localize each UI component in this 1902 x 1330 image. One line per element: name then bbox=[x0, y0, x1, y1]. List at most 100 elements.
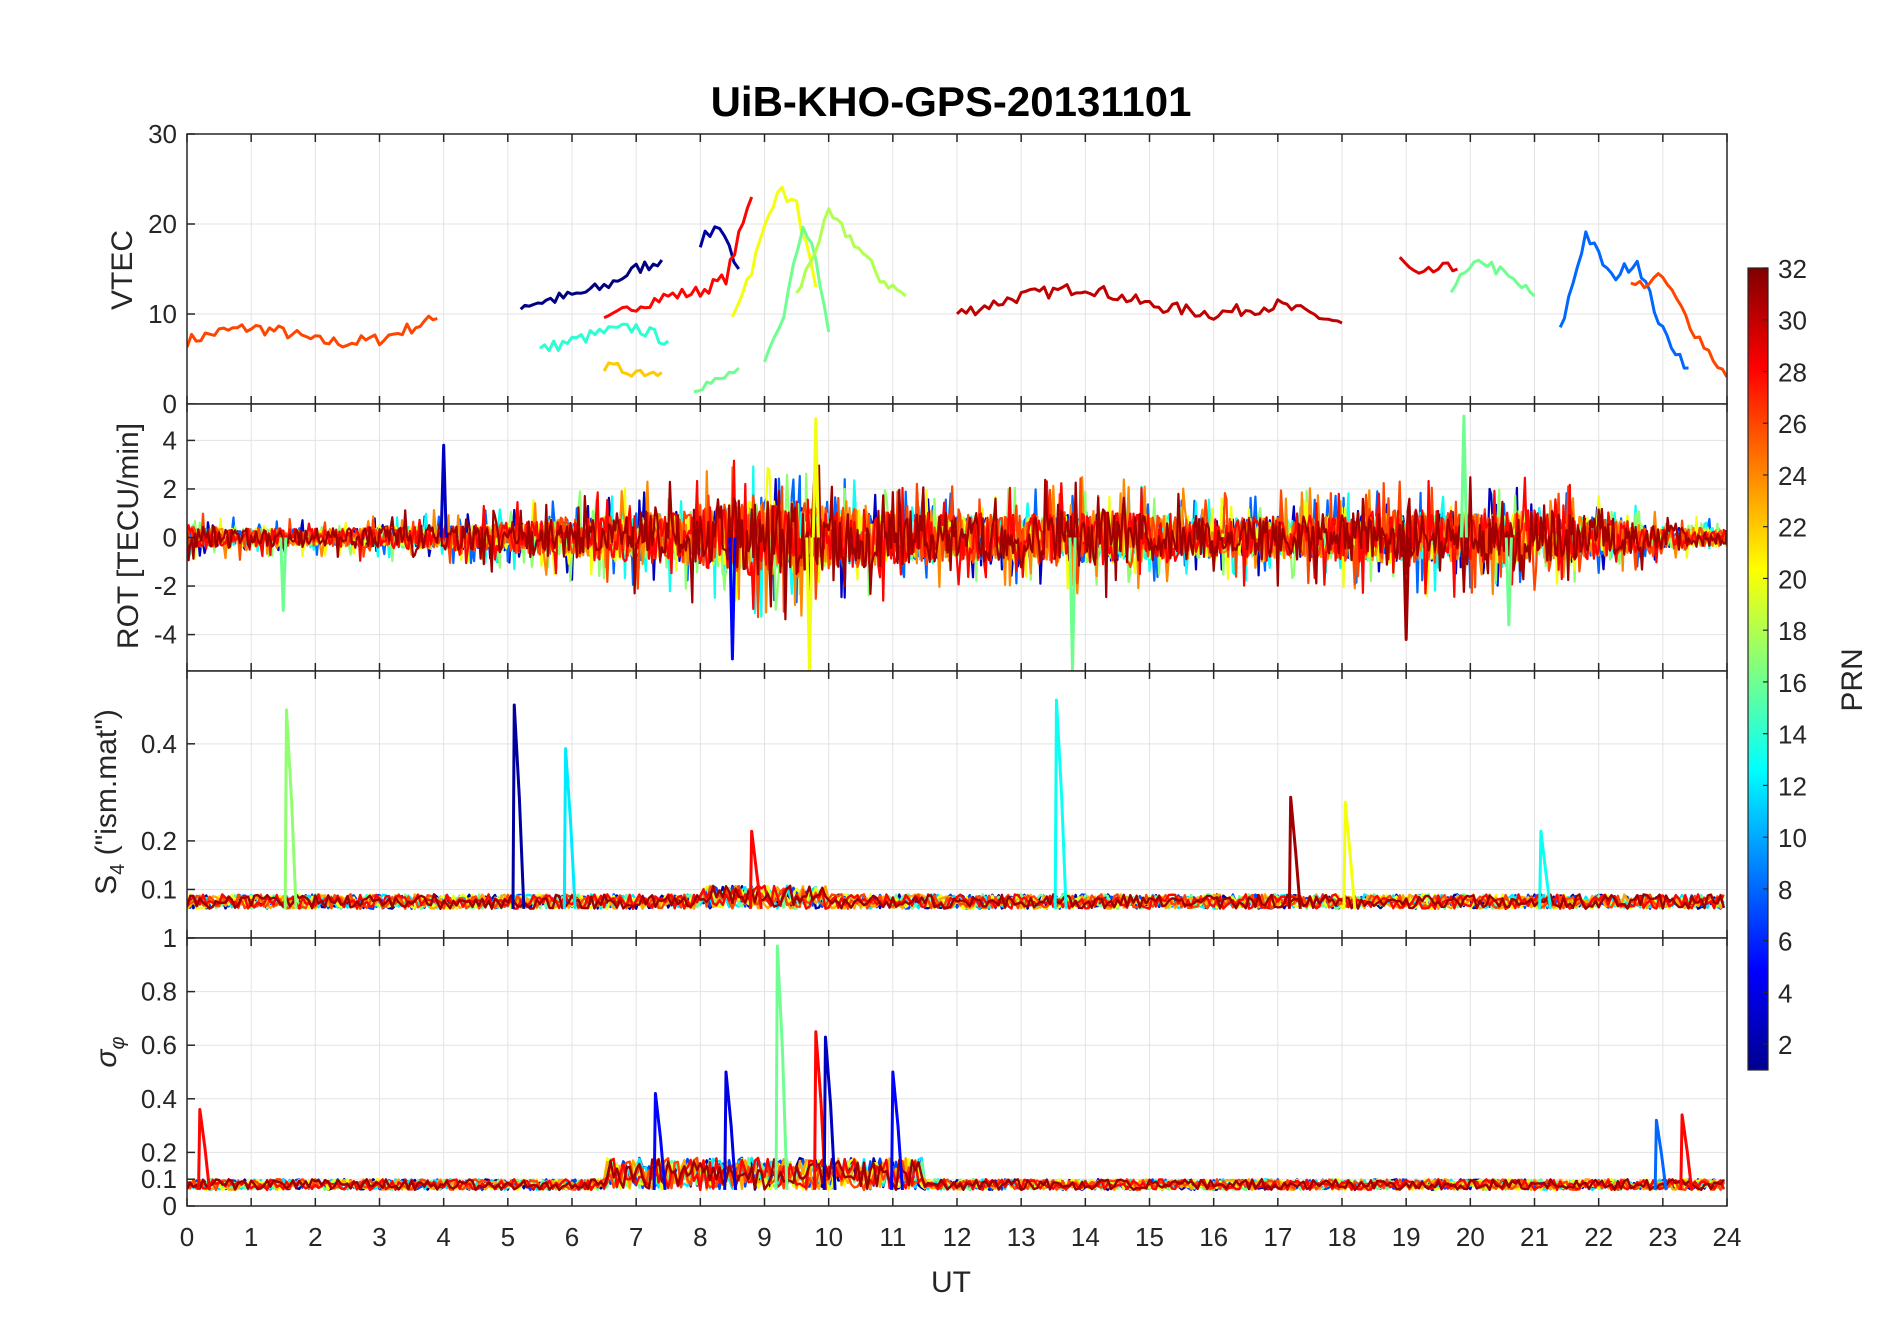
sigma_phi-series-line bbox=[187, 1157, 1725, 1192]
colorbar-tick-label: 32 bbox=[1778, 254, 1807, 284]
x-tick-label: 6 bbox=[565, 1222, 579, 1252]
y-tick-label: 0 bbox=[163, 1191, 177, 1221]
x-tick-label: 24 bbox=[1713, 1222, 1742, 1252]
x-tick-label: 8 bbox=[693, 1222, 707, 1252]
y-axis-label-sigma-phi: σφ bbox=[90, 1036, 129, 1067]
rot-panel: -4 -2 0 2 4 bbox=[154, 403, 1728, 672]
colorbar-tick-label: 14 bbox=[1778, 720, 1807, 750]
vtec-series-line bbox=[1449, 258, 1536, 298]
colorbar-tick-label: 28 bbox=[1778, 357, 1807, 387]
x-tick-label: 12 bbox=[943, 1222, 972, 1252]
x-tick-label: 9 bbox=[757, 1222, 771, 1252]
y-tick-label: 20 bbox=[148, 209, 177, 239]
y-tick-label: 0 bbox=[163, 389, 177, 419]
vtec-series-line bbox=[795, 207, 907, 298]
s4-spike bbox=[1287, 795, 1302, 909]
rot-spike bbox=[1402, 537, 1411, 641]
colorbar-tick-label: 24 bbox=[1778, 461, 1807, 491]
plot-area bbox=[187, 414, 1727, 671]
colorbar-tick-label: 22 bbox=[1778, 513, 1807, 543]
vtec-series-line bbox=[1398, 256, 1459, 275]
vtec-series-line bbox=[693, 366, 740, 394]
s4-spike bbox=[1342, 800, 1357, 910]
vtec-series-line bbox=[602, 361, 663, 378]
x-tick-label: 18 bbox=[1328, 1222, 1357, 1252]
x-tick-label: 0 bbox=[180, 1222, 194, 1252]
sigma_phi-spike bbox=[652, 1091, 667, 1191]
s4-spike bbox=[1053, 698, 1068, 909]
colorbar-tick-label: 10 bbox=[1778, 823, 1807, 853]
y-tick-label: 0.1 bbox=[141, 1164, 177, 1194]
x-tick-label: 13 bbox=[1007, 1222, 1036, 1252]
rot-series-line bbox=[187, 464, 1727, 621]
y-axis-label-rot: ROT [TECU/min] bbox=[112, 423, 145, 649]
sigma_phi-spike bbox=[1679, 1113, 1694, 1191]
x-axis-label: UT bbox=[931, 1266, 971, 1299]
colorbar-gradient bbox=[1747, 267, 1769, 1071]
y-tick-label: 0.8 bbox=[141, 977, 177, 1007]
sigma-phi-panel: 00.10.2 0.4 0.6 0.8 1 bbox=[141, 923, 1728, 1221]
y-tick-label: 30 bbox=[148, 119, 177, 149]
colorbar-tick-label: 26 bbox=[1778, 409, 1807, 439]
y-tick-label: 1 bbox=[163, 923, 177, 953]
rot-spike bbox=[811, 417, 820, 538]
y-tick-label: 2 bbox=[163, 474, 177, 504]
x-tick-label: 23 bbox=[1648, 1222, 1677, 1252]
s4-spike bbox=[511, 703, 526, 909]
x-tick-label: 14 bbox=[1071, 1222, 1100, 1252]
plot-area bbox=[187, 944, 1725, 1192]
x-tick-label: 20 bbox=[1456, 1222, 1485, 1252]
vtec-panel: 0 10 20 30 bbox=[148, 119, 1728, 419]
x-tick-label: 7 bbox=[629, 1222, 643, 1252]
colorbar-tick-label: 20 bbox=[1778, 564, 1807, 594]
colorbar-label: PRN bbox=[1836, 648, 1869, 711]
rot-spike bbox=[805, 537, 814, 671]
colorbar-tick-label: 16 bbox=[1778, 668, 1807, 698]
s4-spike bbox=[283, 708, 298, 909]
rot-spike bbox=[1504, 537, 1513, 627]
colorbar-tick-label: 2 bbox=[1778, 1030, 1792, 1060]
y-tick-label: 0.1 bbox=[141, 874, 177, 904]
colorbar-tick-label: 4 bbox=[1778, 978, 1792, 1008]
y-tick-label: 0.6 bbox=[141, 1030, 177, 1060]
s4-panel: 0.1 0.2 0.4 bbox=[141, 670, 1728, 939]
rot-spike bbox=[1068, 537, 1077, 671]
sigma_phi-spike bbox=[197, 1108, 211, 1191]
rot-spike bbox=[439, 443, 448, 538]
x-tick-label: 4 bbox=[436, 1222, 450, 1252]
y-tick-label: -4 bbox=[154, 620, 177, 650]
vtec-series-line bbox=[187, 314, 438, 349]
rot-spike bbox=[1459, 414, 1468, 538]
y-tick-label: 0.2 bbox=[141, 1137, 177, 1167]
s4-spike bbox=[1538, 829, 1553, 910]
vtec-series-line bbox=[603, 196, 754, 320]
x-tick-label: 15 bbox=[1135, 1222, 1164, 1252]
s4-spike bbox=[748, 829, 763, 910]
x-tick-label: 21 bbox=[1520, 1222, 1549, 1252]
sigma_phi-spike bbox=[723, 1070, 738, 1191]
y-tick-label: 4 bbox=[163, 425, 177, 455]
y-tick-label: 10 bbox=[148, 299, 177, 329]
rot-spike bbox=[728, 537, 737, 661]
y-axis-label-vtec: VTEC bbox=[106, 230, 139, 310]
vtec-series-line bbox=[1558, 230, 1689, 370]
x-axis-ticks: 0 1 2 3 4 5 6 7 8 9 10 11 12 13 14 15 16 17 18 19 20 21 22 23 24 bbox=[180, 1222, 1742, 1252]
plot-area bbox=[187, 185, 1727, 394]
x-tick-label: 22 bbox=[1584, 1222, 1613, 1252]
vtec-series-line bbox=[538, 322, 670, 353]
colorbar-tick-label: 18 bbox=[1778, 616, 1807, 646]
rot-series-line bbox=[187, 459, 1727, 611]
vtec-series-line bbox=[519, 259, 664, 311]
y-tick-label: 0.4 bbox=[141, 1084, 177, 1114]
colorbar-tick-label: 8 bbox=[1778, 875, 1792, 905]
x-tick-label: 11 bbox=[879, 1222, 906, 1252]
x-tick-label: 16 bbox=[1199, 1222, 1228, 1252]
sigma_phi-spike bbox=[774, 944, 789, 1190]
plot-area bbox=[187, 698, 1725, 911]
colorbar-tick-label: 30 bbox=[1778, 306, 1807, 336]
sigma_phi-spike bbox=[890, 1070, 904, 1191]
chart-title: UiB-KHO-GPS-20131101 bbox=[711, 78, 1192, 125]
colorbar-tick-label: 12 bbox=[1778, 771, 1807, 801]
x-tick-label: 3 bbox=[372, 1222, 386, 1252]
